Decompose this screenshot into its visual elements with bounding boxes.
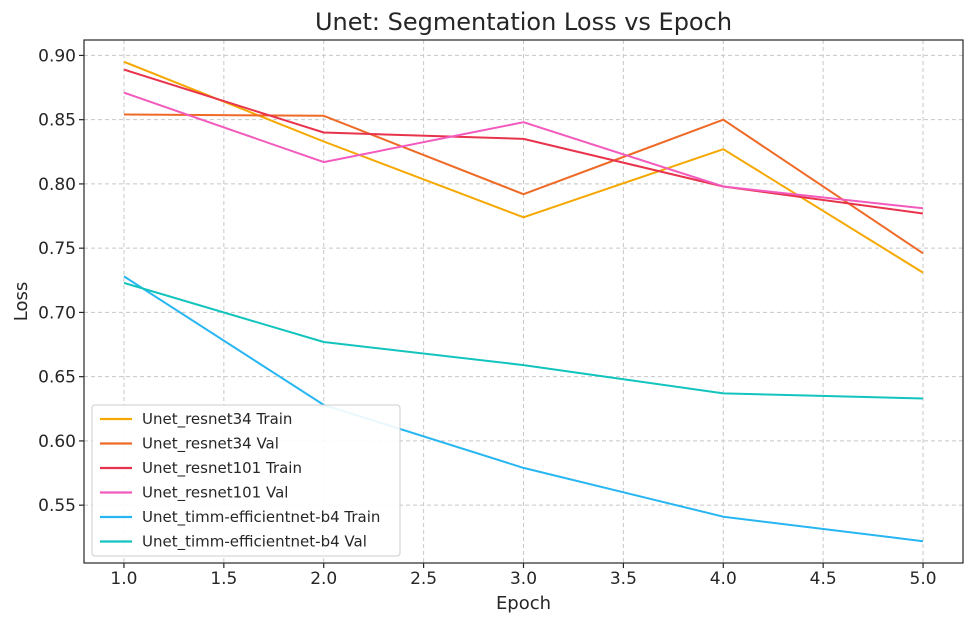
legend-label: Unet_timm-efficientnet-b4 Train [142,508,380,527]
legend-label: Unet_resnet34 Train [142,410,292,429]
y-tick-label: 0.85 [38,111,76,131]
y-tick-label: 0.55 [38,496,76,516]
y-tick-label: 0.60 [38,432,76,452]
series-line [123,275,924,543]
x-tick-label: 4.0 [710,569,737,589]
x-tick-label: 1.0 [110,569,137,589]
y-tick-label: 0.90 [38,46,76,66]
series-line [123,113,924,255]
chart-title: Unet: Segmentation Loss vs Epoch [315,8,732,36]
y-tick-label: 0.70 [38,303,76,323]
series-line [123,68,924,215]
legend-label: Unet_timm-efficientnet-b4 Val [142,533,367,552]
ticks-layer: 1.0 1.5 2.0 2.5 3.0 3.5 4.0 4.5 5.0 0.55 0.60 0.65 0… [38,46,936,589]
legend-label: Unet_resnet101 Train [142,459,302,478]
legend-label: Unet_resnet34 Val [142,435,279,454]
x-tick-label: 3.5 [610,569,637,589]
legend: Unet_resnet34 Train Unet_resnet34 Val Unet… [91,404,401,557]
x-axis-label: Epoch [496,593,551,614]
series-line [123,91,924,210]
x-tick-label: 2.0 [310,569,337,589]
series-line [123,281,924,400]
legend-box [91,404,401,557]
x-tick-label: 5.0 [910,569,937,589]
series-layer [123,60,924,543]
x-tick-label: 2.5 [410,569,437,589]
x-tick-label: 1.5 [210,569,237,589]
x-tick-label: 3.0 [510,569,537,589]
legend-label: Unet_resnet101 Val [142,484,288,503]
y-axis-label: Loss [11,282,32,321]
y-tick-label: 0.80 [38,175,76,195]
x-tick-label: 4.5 [810,569,837,589]
y-tick-label: 0.65 [38,368,76,388]
y-tick-label: 0.75 [38,239,76,259]
